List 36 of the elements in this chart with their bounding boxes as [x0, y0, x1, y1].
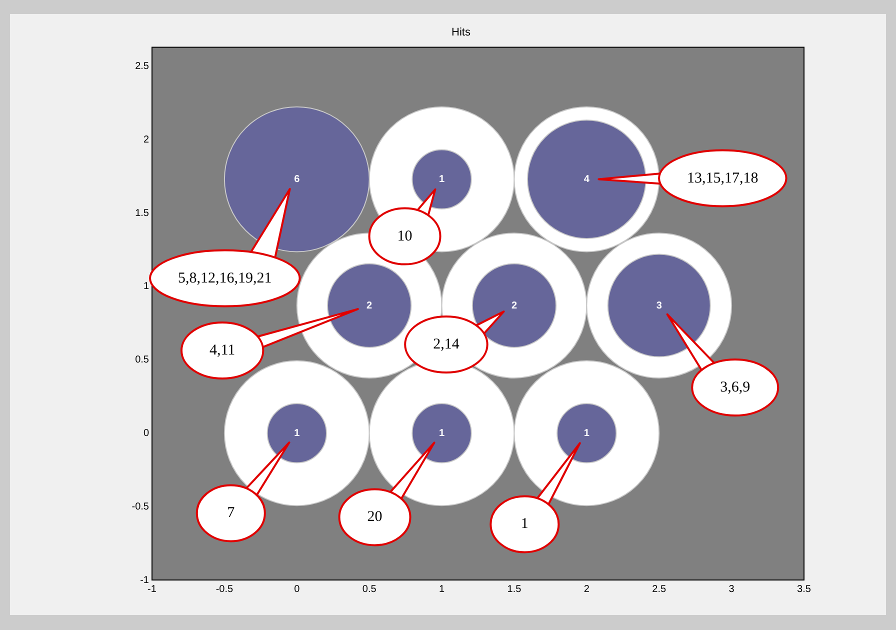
x-tick-label: 0: [294, 584, 300, 595]
annotation: 3,6,9: [720, 380, 750, 396]
y-tick-label: 2: [143, 134, 150, 146]
x-tick-label: 0.5: [362, 584, 377, 595]
annotation: 13,15,17,18: [687, 170, 758, 186]
x-tick-label: 2: [584, 584, 590, 595]
annotation: 2,14: [433, 336, 460, 353]
y-tick-label: 1: [143, 281, 150, 292]
annotation: 4,11: [209, 342, 236, 359]
data-label: 3: [656, 300, 662, 312]
data-label: 1: [584, 428, 590, 439]
data-label: 1: [438, 174, 445, 186]
x-tick-label: 1: [438, 584, 445, 595]
annotation: 7: [227, 505, 236, 522]
annotation: 20: [367, 509, 382, 526]
data-label: 1: [294, 428, 300, 439]
data-label: 1: [438, 428, 445, 439]
y-tick-label: -0.5: [132, 501, 150, 512]
x-tick-label: -0.5: [216, 584, 234, 595]
x-tick-label: 1.5: [507, 584, 522, 595]
y-tick-label: 1.5: [135, 208, 150, 219]
data-label: 6: [294, 174, 300, 186]
y-tick-label: 2.5: [135, 61, 150, 72]
data-label: 2: [511, 300, 518, 312]
x-tick-label: 2.5: [652, 584, 666, 595]
x-tick-label: 3.5: [797, 584, 812, 595]
x-tick-label: 3: [728, 584, 735, 595]
y-tick-label: 0: [143, 428, 150, 439]
data-label: 2: [366, 300, 373, 312]
y-tick-label: 0.5: [135, 354, 150, 366]
y-tick-label: -1: [140, 574, 150, 586]
annotation: 10: [397, 228, 412, 244]
annotation: 1: [520, 516, 528, 532]
annotation: 5,8,12,16,19,21: [178, 270, 272, 286]
chart-title: Hits: [452, 26, 471, 39]
data-label: 4: [584, 174, 590, 186]
